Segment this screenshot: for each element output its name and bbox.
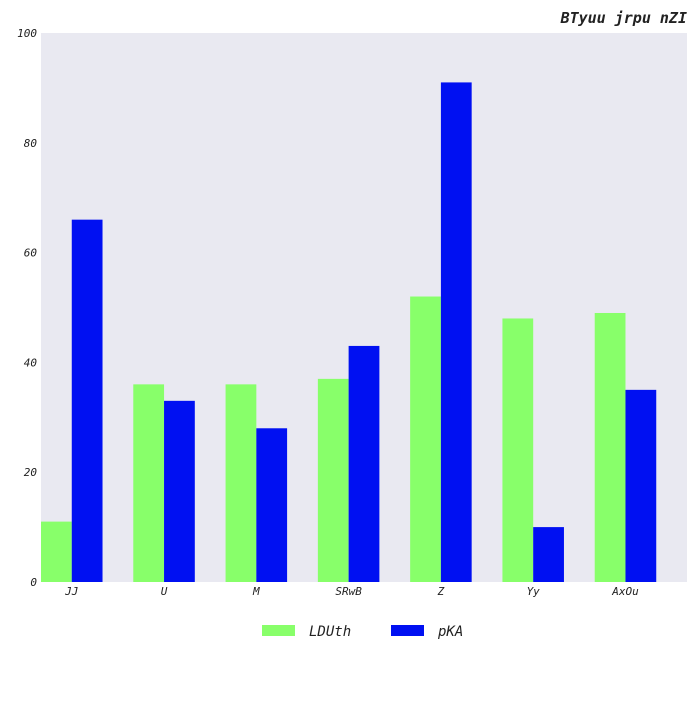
bar-LDUth-M — [225, 384, 257, 582]
legend-swatch-pKA — [391, 625, 424, 636]
y-tick-label: 40 — [24, 356, 38, 369]
x-tick-label: SRwB — [335, 585, 362, 598]
legend-label: pKA — [437, 624, 463, 640]
bar-LDUth-AxOu — [594, 312, 626, 582]
x-tick-label: AxOu — [611, 585, 639, 598]
x-tick-label: JJ — [64, 585, 78, 598]
y-tick-label: 80 — [24, 137, 38, 150]
bar-LDUth-Yy — [502, 318, 534, 582]
bar-pKA-AxOu — [625, 389, 657, 582]
bar-pKA-Z — [440, 82, 472, 582]
y-tick-label: 0 — [30, 576, 37, 589]
bar-pKA-U — [164, 400, 195, 582]
legend-swatch-LDUth — [262, 625, 295, 636]
y-tick-label: 20 — [24, 466, 38, 479]
bar-pKA-M — [256, 428, 288, 582]
bar-pKA-SRwB — [348, 345, 380, 582]
bar-LDUth-U — [133, 384, 165, 582]
bar-LDUth-SRwB — [317, 378, 349, 582]
bars-layer — [41, 82, 657, 582]
x-axis: JJ U M SRwB Z Yy AxOu — [64, 585, 639, 598]
legend: LDUth pKA — [262, 624, 463, 640]
legend-label: LDUth — [309, 624, 351, 640]
y-axis: 0 20 40 60 80 100 — [17, 27, 37, 589]
bar-pKA-Yy — [533, 527, 564, 582]
bar-LDUth-Z — [410, 296, 441, 582]
y-tick-label: 60 — [24, 247, 38, 260]
y-tick-label: 100 — [17, 27, 37, 40]
x-tick-label: M — [252, 585, 260, 598]
x-tick-label: U — [161, 585, 168, 598]
x-tick-label: Yy — [527, 585, 541, 598]
x-tick-label: Z — [437, 585, 445, 598]
chart-title: BTyuu jrpu nZI — [560, 9, 687, 27]
bar-LDUth-JJ — [41, 521, 72, 582]
bar-pKA-JJ — [71, 219, 103, 582]
